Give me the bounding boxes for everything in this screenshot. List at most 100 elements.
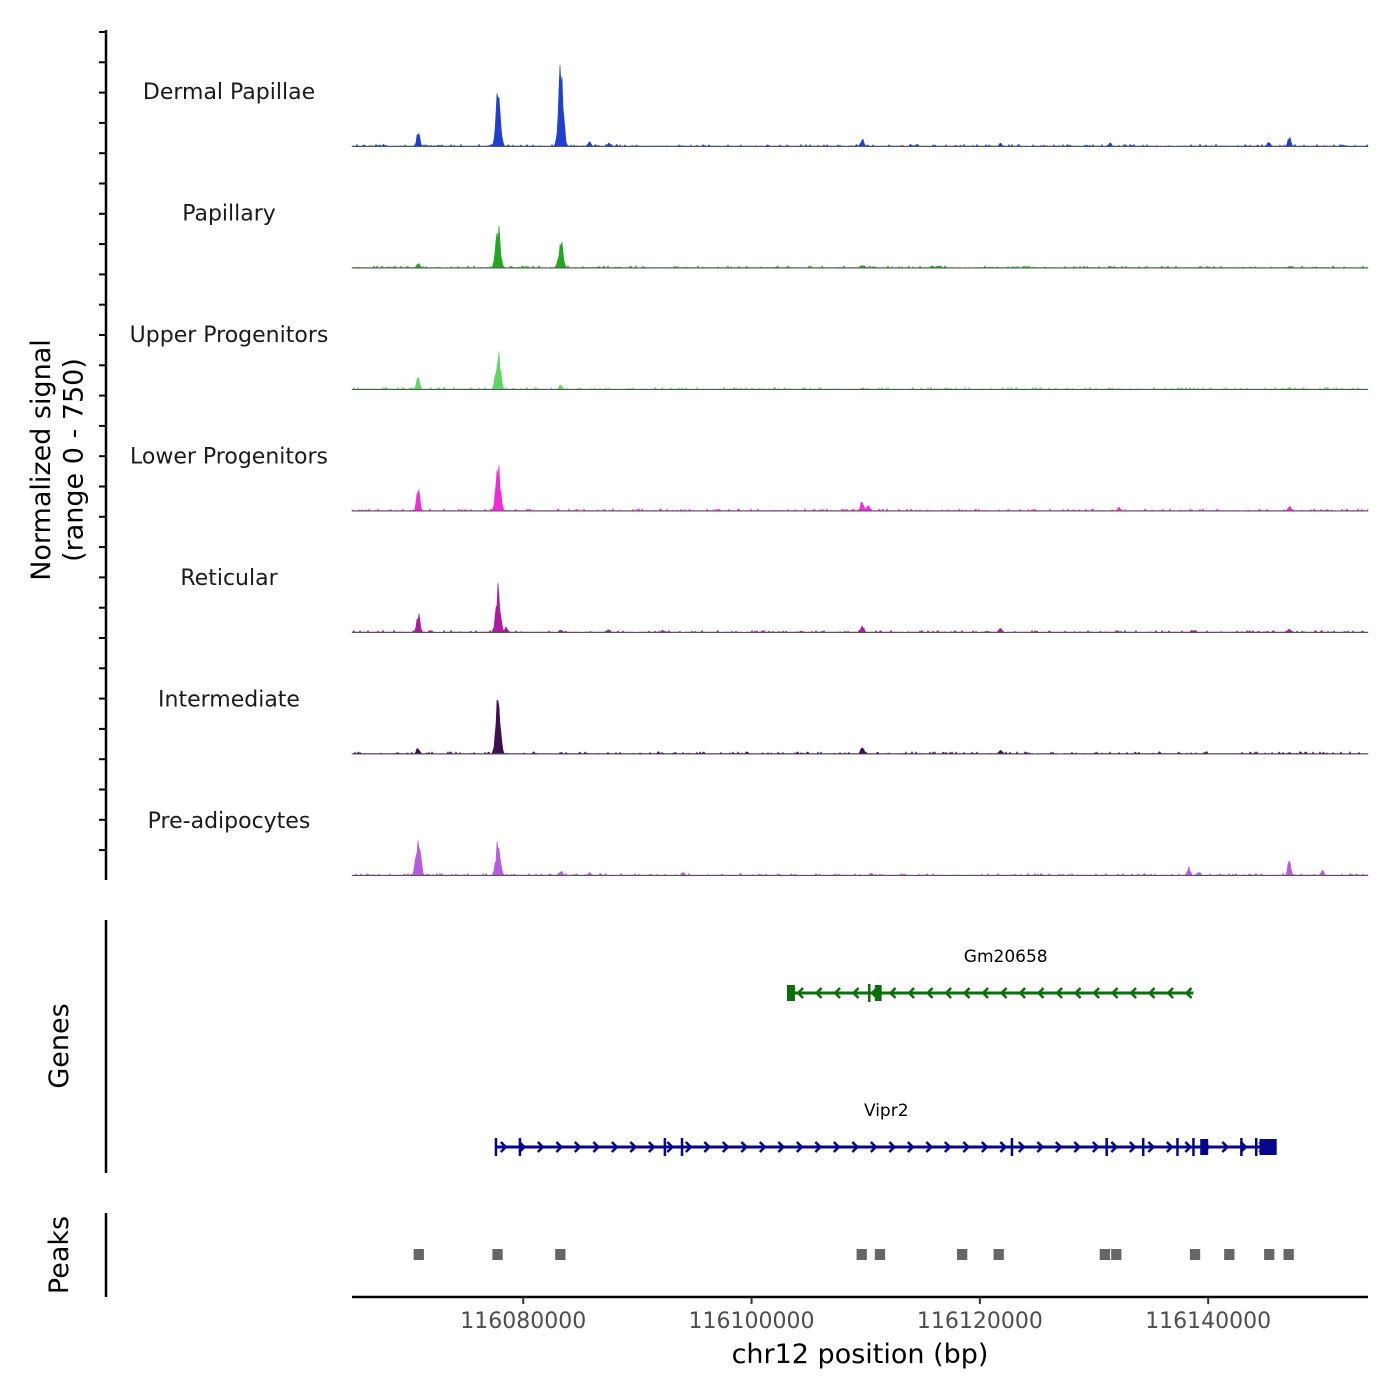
peak-region	[1283, 1249, 1294, 1260]
x-axis: 116080000 116100000 116120000 116140000	[352, 1295, 1368, 1334]
exon	[1176, 1138, 1179, 1156]
exon	[874, 985, 882, 1001]
gene-label: Gm20658	[964, 947, 1048, 967]
strand-arrow	[944, 987, 952, 999]
coverage-track: Intermediate	[158, 688, 1369, 755]
strand-arrow	[869, 1141, 878, 1153]
x-tick-label: 116140000	[1145, 1309, 1271, 1334]
strand-arrow	[758, 1141, 767, 1153]
exon	[494, 1138, 498, 1156]
strand-arrow	[962, 987, 971, 999]
exon	[663, 1138, 667, 1156]
track-label: Papillary	[182, 202, 276, 227]
strand-arrow	[1036, 1141, 1045, 1153]
peak-region	[492, 1249, 503, 1260]
track-label: Reticular	[180, 566, 278, 591]
strand-arrow	[814, 1141, 823, 1153]
track-label: Lower Progenitors	[130, 445, 328, 470]
strand-arrow	[925, 987, 934, 999]
strand-arrow	[906, 1141, 915, 1153]
peak-region	[874, 1249, 886, 1260]
coverage-area	[351, 64, 1369, 148]
peaks-title: Peaks	[44, 1216, 75, 1294]
strand-arrow	[795, 1141, 804, 1153]
strand-arrow	[851, 1141, 860, 1153]
strand-arrow	[1055, 987, 1063, 999]
exon	[1259, 1139, 1277, 1155]
strand-arrow	[1221, 1141, 1230, 1153]
coverage-area	[351, 351, 1369, 390]
gene-model: Vipr2	[494, 1101, 1277, 1156]
coverage-area	[351, 699, 1369, 755]
peak-region	[1224, 1249, 1235, 1260]
strand-arrow	[1147, 987, 1156, 999]
track-label: Dermal Papillae	[143, 80, 315, 105]
strand-arrow	[1110, 987, 1119, 999]
strand-arrow	[888, 987, 897, 999]
gene-model: Gm20658	[786, 947, 1194, 1002]
strand-arrow	[647, 1141, 656, 1153]
strand-arrow	[721, 1141, 730, 1153]
exon	[786, 985, 795, 1001]
strand-arrow	[499, 1141, 508, 1153]
exon	[1192, 1138, 1195, 1156]
coverage-track: Papillary	[182, 202, 1369, 269]
peak-region	[1111, 1249, 1122, 1260]
exon	[1200, 1139, 1209, 1155]
track-label: Intermediate	[158, 688, 300, 713]
strand-arrow	[1017, 1141, 1026, 1153]
strand-arrow	[1092, 987, 1100, 999]
strand-arrow	[777, 1141, 786, 1153]
strand-arrow	[1110, 1141, 1119, 1153]
exon	[1105, 1138, 1108, 1156]
coverage-track: Upper Progenitors	[130, 323, 1369, 390]
strand-arrow	[1054, 1141, 1063, 1153]
strand-arrow	[1091, 1141, 1100, 1153]
strand-arrow	[1128, 1141, 1137, 1153]
peak-region	[1189, 1249, 1201, 1260]
strand-arrow	[1073, 1141, 1082, 1153]
strand-arrow	[1147, 1141, 1156, 1153]
coverage-track: Lower Progenitors	[130, 445, 1369, 512]
strand-arrow	[666, 1141, 675, 1153]
peak-region	[1099, 1249, 1111, 1260]
strand-arrow	[684, 1141, 693, 1153]
gene-label: Vipr2	[864, 1101, 909, 1121]
strand-arrow	[832, 1141, 841, 1153]
strand-arrow	[833, 987, 841, 999]
strand-arrow	[629, 1141, 638, 1153]
exon	[1010, 1138, 1014, 1156]
strand-arrow	[592, 1141, 601, 1153]
exon	[518, 1138, 522, 1156]
exon	[1240, 1138, 1243, 1156]
axis-labels: chr12 position (bp) Normalized signal(ran…	[26, 339, 988, 1370]
strand-arrow	[925, 1141, 934, 1153]
peak-region	[993, 1249, 1004, 1260]
strand-arrow	[888, 1141, 897, 1153]
strand-arrow	[962, 1141, 971, 1153]
strand-arrow	[907, 987, 915, 999]
peak-region	[1264, 1249, 1275, 1260]
strand-arrow	[1129, 987, 1137, 999]
strand-arrow	[1184, 987, 1193, 999]
coverage-area	[351, 840, 1369, 876]
strand-arrow	[740, 1141, 749, 1153]
x-tick-label: 116080000	[460, 1309, 586, 1334]
strand-arrow	[1018, 987, 1026, 999]
coverage-area	[351, 582, 1369, 633]
coverage-track: Pre-adipocytes	[148, 809, 1369, 876]
exon	[1141, 1138, 1145, 1156]
strand-arrow	[573, 1141, 582, 1153]
strand-arrow	[1184, 1141, 1193, 1153]
y-axis-title: Normalized signal(range 0 - 750)	[26, 339, 89, 581]
genes-panel: Gm20658 Vipr2	[104, 920, 1277, 1173]
strand-arrow	[796, 987, 804, 999]
coverage-track: Dermal Papillae	[143, 64, 1369, 148]
strand-arrow	[814, 987, 823, 999]
strand-arrow	[536, 1141, 545, 1153]
coverage-area	[351, 464, 1369, 512]
strand-arrow	[1073, 987, 1082, 999]
track-label: Pre-adipocytes	[148, 809, 311, 834]
peak-region	[555, 1249, 566, 1260]
peak-region	[413, 1249, 424, 1260]
